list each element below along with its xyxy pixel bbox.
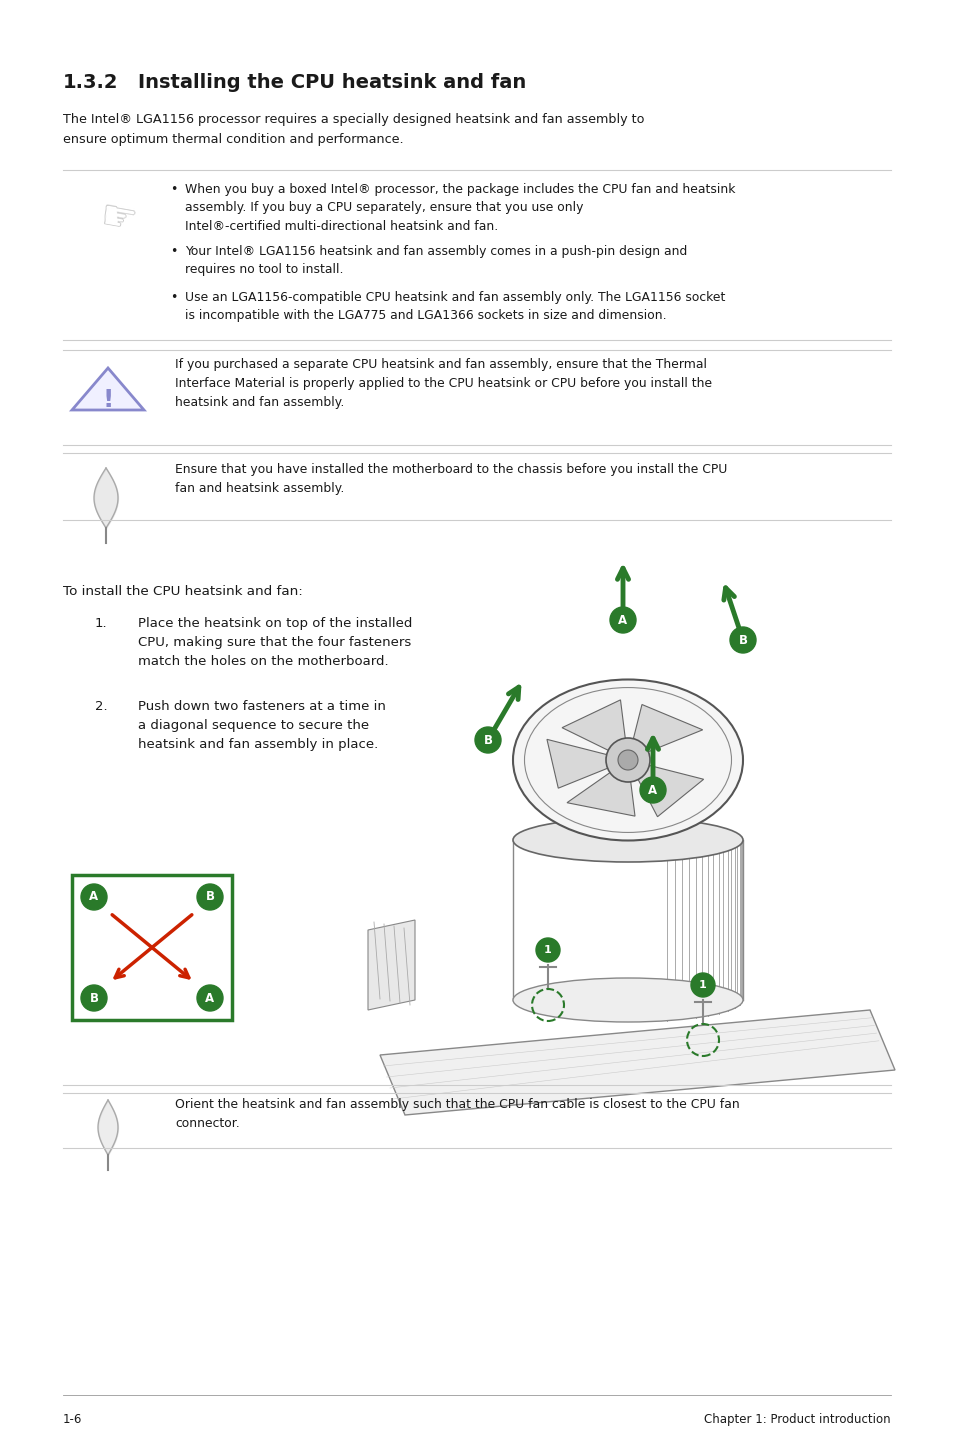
Text: When you buy a boxed Intel® processor, the package includes the CPU fan and heat: When you buy a boxed Intel® processor, t… <box>185 183 735 233</box>
Text: The Intel® LGA1156 processor requires a specially designed heatsink and fan asse: The Intel® LGA1156 processor requires a … <box>63 114 644 145</box>
Polygon shape <box>561 700 626 751</box>
Polygon shape <box>566 768 635 817</box>
Text: Your Intel® LGA1156 heatsink and fan assembly comes in a push-pin design and
req: Your Intel® LGA1156 heatsink and fan ass… <box>185 244 686 276</box>
FancyBboxPatch shape <box>71 874 232 1020</box>
Circle shape <box>81 884 107 910</box>
Circle shape <box>729 627 755 653</box>
Text: •: • <box>170 290 177 303</box>
Text: A: A <box>90 890 98 903</box>
Text: 2.: 2. <box>95 700 108 713</box>
Text: A: A <box>648 784 657 797</box>
Text: Push down two fasteners at a time in
a diagonal sequence to secure the
heatsink : Push down two fasteners at a time in a d… <box>138 700 385 751</box>
Circle shape <box>475 728 500 754</box>
Text: Installing the CPU heatsink and fan: Installing the CPU heatsink and fan <box>138 73 526 92</box>
Text: ☞: ☞ <box>96 196 140 243</box>
Ellipse shape <box>513 818 742 861</box>
Text: Use an LGA1156-compatible CPU heatsink and fan assembly only. The LGA1156 socket: Use an LGA1156-compatible CPU heatsink a… <box>185 290 724 322</box>
Text: !: ! <box>102 388 113 413</box>
Text: To install the CPU heatsink and fan:: To install the CPU heatsink and fan: <box>63 585 302 598</box>
Text: 1: 1 <box>699 981 706 989</box>
Text: Ensure that you have installed the motherboard to the chassis before you install: Ensure that you have installed the mothe… <box>174 463 726 495</box>
Text: •: • <box>170 244 177 257</box>
Text: B: B <box>90 991 98 1005</box>
Text: 1.3.2: 1.3.2 <box>63 73 118 92</box>
Text: 1.: 1. <box>95 617 108 630</box>
Polygon shape <box>368 920 415 1009</box>
Circle shape <box>536 938 559 962</box>
Circle shape <box>618 751 638 769</box>
Polygon shape <box>631 705 702 754</box>
Ellipse shape <box>513 680 742 840</box>
Text: Orient the heatsink and fan assembly such that the CPU fan cable is closest to t: Orient the heatsink and fan assembly suc… <box>174 1099 739 1130</box>
Text: B: B <box>205 890 214 903</box>
Circle shape <box>196 884 223 910</box>
Polygon shape <box>546 739 611 788</box>
Circle shape <box>639 777 665 802</box>
Circle shape <box>81 985 107 1011</box>
Polygon shape <box>71 368 144 410</box>
Ellipse shape <box>513 978 742 1022</box>
Text: 1: 1 <box>543 945 551 955</box>
Text: Chapter 1: Product introduction: Chapter 1: Product introduction <box>703 1414 890 1426</box>
Circle shape <box>690 974 714 997</box>
Text: If you purchased a separate CPU heatsink and fan assembly, ensure that the Therm: If you purchased a separate CPU heatsink… <box>174 358 711 408</box>
Polygon shape <box>633 765 703 817</box>
Circle shape <box>609 607 636 633</box>
Circle shape <box>605 738 649 782</box>
Text: A: A <box>618 614 627 627</box>
Polygon shape <box>379 1009 894 1114</box>
Text: B: B <box>483 733 492 746</box>
Text: B: B <box>738 634 747 647</box>
Text: 1-6: 1-6 <box>63 1414 82 1426</box>
Text: A: A <box>205 991 214 1005</box>
Text: Place the heatsink on top of the installed
CPU, making sure that the four fasten: Place the heatsink on top of the install… <box>138 617 412 669</box>
Text: •: • <box>170 183 177 196</box>
Circle shape <box>196 985 223 1011</box>
